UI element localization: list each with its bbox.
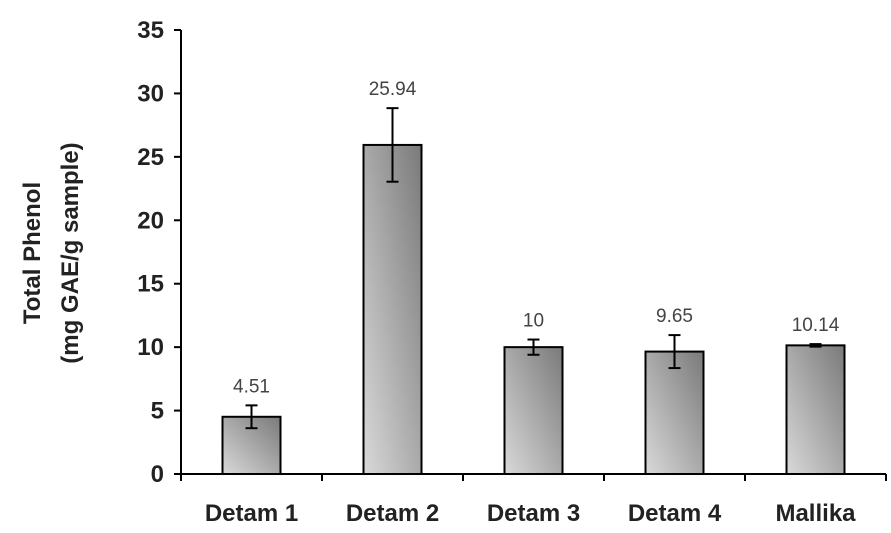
bar xyxy=(503,346,564,475)
data-label: 25.94 xyxy=(369,79,417,100)
x-tick-label: Mallika xyxy=(775,500,856,527)
bar xyxy=(362,143,423,475)
y-tick-label: 30 xyxy=(137,80,164,107)
y-tick-label: 5 xyxy=(151,398,164,425)
x-tick-label: Detam 2 xyxy=(346,500,439,527)
y-axis-title-line1: Total Phenol xyxy=(19,182,46,324)
x-tick-label: Detam 1 xyxy=(205,500,298,527)
data-label: 4.51 xyxy=(233,376,270,397)
bar xyxy=(221,415,282,475)
bar xyxy=(785,344,846,475)
x-tick-label: Detam 3 xyxy=(487,500,580,527)
data-label: 10 xyxy=(523,311,544,332)
bar xyxy=(644,350,705,475)
y-tick-label: 0 xyxy=(151,461,164,488)
x-tick-label: Detam 4 xyxy=(628,500,722,527)
data-label: 9.65 xyxy=(656,306,693,327)
y-tick-label: 20 xyxy=(137,207,164,234)
y-tick-label: 25 xyxy=(137,144,164,171)
y-axis-title-line2: (mg GAE/g sample) xyxy=(57,142,84,363)
data-label: 10.14 xyxy=(792,315,840,336)
y-tick-label: 15 xyxy=(137,271,164,298)
y-tick-label: 10 xyxy=(137,334,164,361)
y-tick-label: 35 xyxy=(137,17,164,44)
plot-area: 0 5 10 15 20 25 30 35 4.51 Detam 1 25.94 Detam 2 10 D… xyxy=(137,17,887,527)
